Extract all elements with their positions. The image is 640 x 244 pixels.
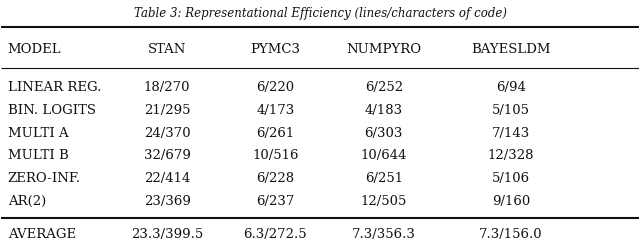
Text: 32/679: 32/679 bbox=[143, 149, 191, 162]
Text: 18/270: 18/270 bbox=[144, 81, 190, 94]
Text: MULTI B: MULTI B bbox=[8, 149, 68, 162]
Text: BAYESLDM: BAYESLDM bbox=[472, 43, 551, 56]
Text: 10/644: 10/644 bbox=[360, 149, 407, 162]
Text: 4/173: 4/173 bbox=[256, 104, 294, 117]
Text: 6.3/272.5: 6.3/272.5 bbox=[244, 228, 307, 241]
Text: 6/94: 6/94 bbox=[496, 81, 526, 94]
Text: 12/505: 12/505 bbox=[360, 195, 407, 208]
Text: 6/252: 6/252 bbox=[365, 81, 403, 94]
Text: AVERAGE: AVERAGE bbox=[8, 228, 76, 241]
Text: 7/143: 7/143 bbox=[492, 127, 531, 140]
Text: 6/220: 6/220 bbox=[257, 81, 294, 94]
Text: 4/183: 4/183 bbox=[365, 104, 403, 117]
Text: 6/303: 6/303 bbox=[365, 127, 403, 140]
Text: MULTI A: MULTI A bbox=[8, 127, 68, 140]
Text: 21/295: 21/295 bbox=[144, 104, 190, 117]
Text: AR(2): AR(2) bbox=[8, 195, 46, 208]
Text: 23/369: 23/369 bbox=[143, 195, 191, 208]
Text: 5/106: 5/106 bbox=[492, 172, 530, 185]
Text: 6/228: 6/228 bbox=[257, 172, 294, 185]
Text: 12/328: 12/328 bbox=[488, 149, 534, 162]
Text: ZERO-INF.: ZERO-INF. bbox=[8, 172, 81, 185]
Text: LINEAR REG.: LINEAR REG. bbox=[8, 81, 101, 94]
Text: 10/516: 10/516 bbox=[252, 149, 299, 162]
Text: 24/370: 24/370 bbox=[144, 127, 190, 140]
Text: 23.3/399.5: 23.3/399.5 bbox=[131, 228, 203, 241]
Text: 6/251: 6/251 bbox=[365, 172, 403, 185]
Text: MODEL: MODEL bbox=[8, 43, 61, 56]
Text: PYMC3: PYMC3 bbox=[250, 43, 300, 56]
Text: 7.3/156.0: 7.3/156.0 bbox=[479, 228, 543, 241]
Text: 7.3/356.3: 7.3/356.3 bbox=[352, 228, 415, 241]
Text: 9/160: 9/160 bbox=[492, 195, 531, 208]
Text: NUMPYRO: NUMPYRO bbox=[346, 43, 421, 56]
Text: STAN: STAN bbox=[148, 43, 186, 56]
Text: BIN. LOGITS: BIN. LOGITS bbox=[8, 104, 96, 117]
Text: 6/237: 6/237 bbox=[256, 195, 294, 208]
Text: 22/414: 22/414 bbox=[144, 172, 190, 185]
Text: 5/105: 5/105 bbox=[492, 104, 530, 117]
Text: Table 3: Representational Efficiency (lines/characters of code): Table 3: Representational Efficiency (li… bbox=[134, 7, 506, 20]
Text: 6/261: 6/261 bbox=[256, 127, 294, 140]
